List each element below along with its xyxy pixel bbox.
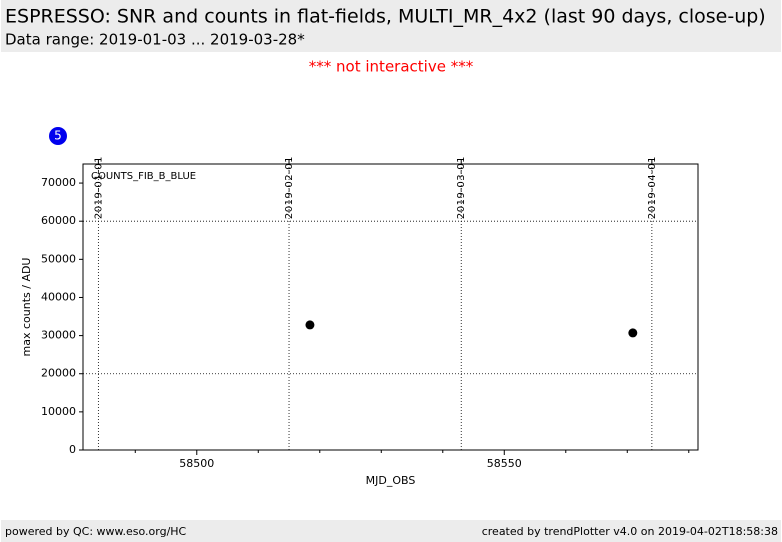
point — [305, 320, 315, 330]
subtitle: Data range: 2019-01-03 ... 2019-03-28* — [5, 31, 305, 49]
x2-tick-label: 2019-01-01 — [93, 156, 104, 219]
x-tick-label: 58550 — [487, 457, 522, 470]
x2-tick-label: 2019-02-01 — [284, 156, 295, 219]
x2-tick-label: 2019-03-01 — [456, 156, 467, 219]
y-tick-label: 20000 — [41, 367, 76, 380]
y-tick-label: 50000 — [41, 252, 76, 265]
point — [628, 328, 638, 338]
x-axis-label: MJD_OBS — [366, 474, 416, 487]
header-bg — [1, 0, 781, 52]
y-tick-label: 60000 — [41, 214, 76, 227]
y-tick-label: 0 — [69, 443, 76, 456]
x2-tick-label: 2019-04-01 — [647, 156, 658, 219]
y-axis-label: max counts / ADU — [20, 258, 33, 357]
title: ESPRESSO: SNR and counts in flat-fields,… — [5, 6, 766, 28]
plot-frame — [82, 163, 699, 451]
footer-right: created by trendPlotter v4.0 on 2019-04-… — [482, 525, 778, 538]
note: *** not interactive *** — [309, 58, 474, 76]
plot: 0 10000 20000 30000 40000 50000 60000 70000 5850… — [20, 156, 699, 487]
badge-text: 5 — [54, 129, 62, 143]
footer-bg — [1, 520, 781, 542]
footer-left: powered by QC: www.eso.org/HC — [5, 525, 187, 538]
x-tick-label: 58500 — [179, 457, 214, 470]
panel-label: COUNTS_FIB_B_BLUE — [91, 171, 196, 182]
y-tick-label: 10000 — [41, 405, 76, 418]
badge — [49, 127, 67, 145]
y-tick-label: 70000 — [41, 176, 76, 189]
y-tick-label: 30000 — [41, 329, 76, 342]
y-tick-label: 40000 — [41, 290, 76, 303]
